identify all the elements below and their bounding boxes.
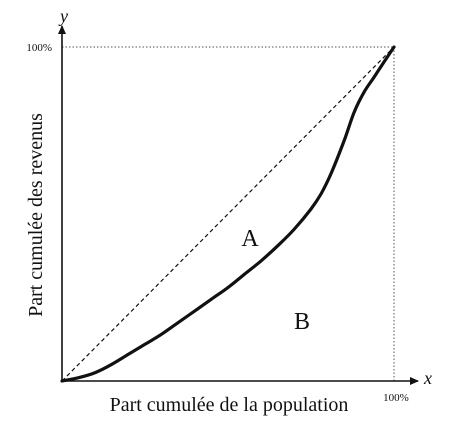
region-a-label: A (241, 226, 259, 252)
equality-line (61, 46, 395, 382)
y-axis-var: y (58, 6, 68, 26)
region-b-label: B (294, 309, 310, 335)
x-axis-var: x (423, 368, 432, 388)
y-tick-label: 100% (26, 42, 52, 54)
lorenz-curve (60, 45, 396, 383)
y-axis-title: Part cumulée des revenus (25, 113, 47, 317)
x-axis-title: Part cumulée de la population (110, 394, 349, 416)
x-tick-label: 100% (383, 392, 409, 404)
